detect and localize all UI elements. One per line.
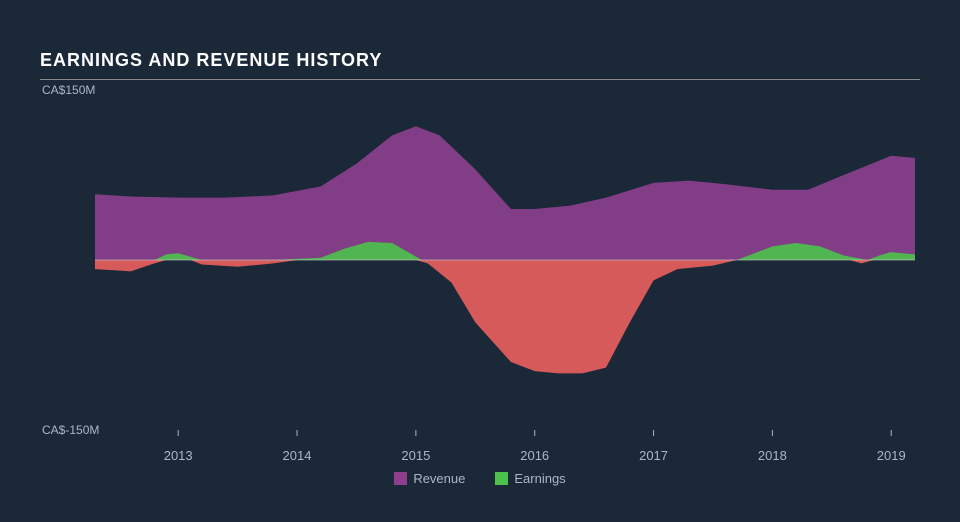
legend-label: Earnings: [514, 471, 565, 486]
x-axis-label: 2013: [164, 448, 193, 463]
chart-plot-area: CA$150M CA$-150M 2013 2014 2015 2016 2017 2018 2…: [40, 85, 920, 465]
area-chart-svg: [40, 85, 920, 465]
legend-label: Revenue: [413, 471, 465, 486]
y-axis-label: CA$-150M: [42, 423, 99, 437]
legend-item: Earnings: [495, 470, 565, 486]
chart-container: EARNINGS AND REVENUE HISTORY CA$150M CA$-…: [0, 0, 960, 522]
y-axis-label: CA$150M: [42, 83, 95, 97]
legend-swatch: [394, 472, 407, 485]
x-axis-label: 2018: [758, 448, 787, 463]
x-axis-label: 2019: [877, 448, 906, 463]
legend-swatch: [495, 472, 508, 485]
legend-item: Revenue: [394, 470, 465, 486]
x-axis-label: 2017: [639, 448, 668, 463]
series-earnings_negative: [95, 260, 915, 373]
chart-title: EARNINGS AND REVENUE HISTORY: [40, 50, 920, 80]
series-revenue: [95, 126, 915, 260]
chart-legend: Revenue Earnings: [40, 470, 920, 486]
x-axis-label: 2015: [401, 448, 430, 463]
x-axis-label: 2016: [520, 448, 549, 463]
x-axis-label: 2014: [283, 448, 312, 463]
